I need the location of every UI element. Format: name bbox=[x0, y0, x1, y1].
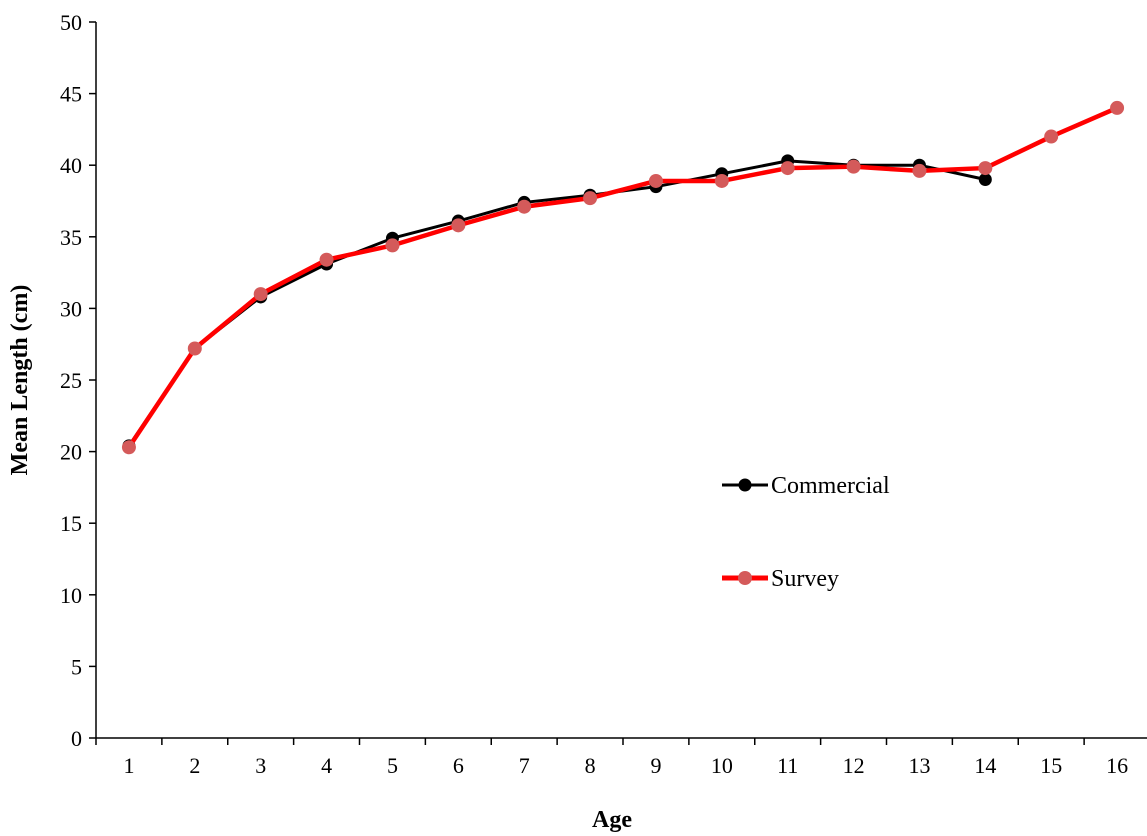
data-point-survey bbox=[253, 287, 268, 302]
data-point-survey bbox=[187, 341, 202, 356]
x-tick-label: 9 bbox=[650, 753, 661, 778]
data-point-survey bbox=[385, 238, 400, 253]
data-point-survey bbox=[1044, 129, 1059, 144]
data-point-survey bbox=[583, 191, 598, 206]
y-tick-label: 40 bbox=[60, 153, 82, 178]
y-tick-label: 20 bbox=[60, 440, 82, 465]
data-point-survey bbox=[978, 161, 993, 176]
y-tick-label: 25 bbox=[60, 368, 82, 393]
x-tick-label: 1 bbox=[123, 753, 134, 778]
y-tick-label: 5 bbox=[71, 654, 82, 679]
data-point-survey bbox=[912, 163, 927, 178]
legend-label-survey: Survey bbox=[771, 566, 839, 592]
x-tick-label: 13 bbox=[908, 753, 930, 778]
x-tick-label: 16 bbox=[1106, 753, 1128, 778]
x-tick-label: 2 bbox=[189, 753, 200, 778]
data-point-commercial bbox=[978, 173, 992, 187]
data-point-survey bbox=[319, 252, 334, 267]
y-tick-label: 30 bbox=[60, 296, 82, 321]
data-point-survey bbox=[451, 218, 466, 233]
y-tick-label: 10 bbox=[60, 583, 82, 608]
data-point-survey bbox=[517, 199, 532, 214]
series-layer bbox=[121, 100, 1125, 455]
x-tick-label: 7 bbox=[519, 753, 530, 778]
x-axis-title: Age bbox=[592, 807, 632, 833]
x-tick-label: 14 bbox=[974, 753, 996, 778]
x-tick-label: 8 bbox=[585, 753, 596, 778]
y-tick-label: 15 bbox=[60, 511, 82, 536]
legend-label-commercial: Commercial bbox=[771, 473, 890, 499]
x-tick-label: 4 bbox=[321, 753, 332, 778]
y-axis-ticks: 0 5 10 15 20 25 30 35 40 45 50 bbox=[60, 10, 96, 751]
y-tick-label: 0 bbox=[71, 726, 82, 751]
x-tick-label: 3 bbox=[255, 753, 266, 778]
legend-item-survey: Survey bbox=[722, 566, 839, 592]
x-tick-label: 6 bbox=[453, 753, 464, 778]
x-tick-label: 11 bbox=[777, 753, 798, 778]
legend-marker-survey bbox=[738, 571, 752, 585]
x-tick-label: 10 bbox=[711, 753, 733, 778]
x-tick-label: 12 bbox=[843, 753, 865, 778]
legend-marker-commercial bbox=[738, 478, 752, 492]
y-tick-label: 50 bbox=[60, 10, 82, 35]
y-tick-label: 45 bbox=[60, 82, 82, 107]
data-point-survey bbox=[121, 440, 136, 455]
x-tick-label: 5 bbox=[387, 753, 398, 778]
series-line-survey bbox=[127, 105, 1118, 449]
data-point-survey bbox=[846, 159, 861, 174]
data-point-survey bbox=[780, 161, 795, 176]
data-point-survey bbox=[1110, 100, 1125, 115]
legend-item-commercial: Commercial bbox=[722, 473, 890, 499]
data-point-survey bbox=[648, 173, 663, 188]
series-survey bbox=[121, 100, 1125, 455]
series-line-commercial bbox=[127, 159, 986, 447]
y-tick-label: 35 bbox=[60, 225, 82, 250]
x-tick-label: 15 bbox=[1040, 753, 1062, 778]
y-axis-title: Mean Length (cm) bbox=[7, 285, 33, 476]
legend: Commercial Survey bbox=[722, 473, 890, 592]
data-point-survey bbox=[714, 173, 729, 188]
x-axis-ticks: 1 2 3 4 5 6 7 8 9 10 11 12 13 14 15 16 bbox=[95, 738, 1128, 778]
